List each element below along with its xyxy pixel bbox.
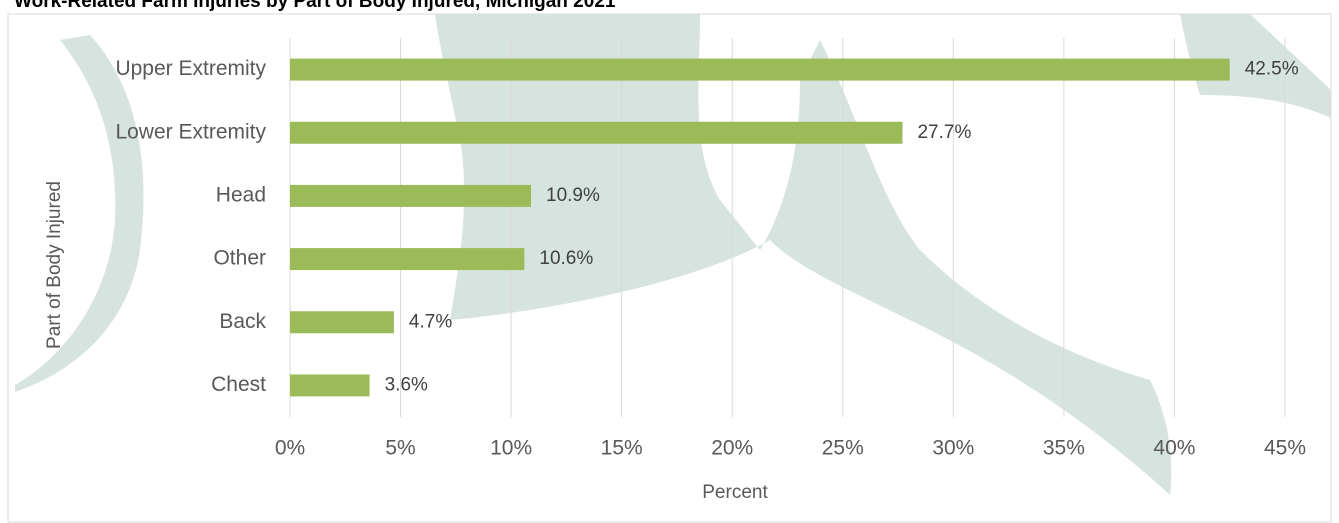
x-tick-label: 25% [822, 437, 864, 460]
x-tick-label: 30% [932, 437, 974, 460]
chart-title: Work-Related Farm Injuries by Part of Bo… [14, 0, 616, 12]
x-tick-label: 5% [385, 437, 415, 460]
x-tick-label: 10% [490, 437, 532, 460]
bar [290, 311, 394, 333]
y-tick-label: Other [213, 247, 266, 270]
y-tick-label: Lower Extremity [115, 120, 266, 143]
bar [290, 59, 1230, 81]
y-tick-label: Head [216, 183, 266, 206]
x-axis-label: Percent [702, 482, 768, 503]
bar [290, 122, 902, 144]
value-label: 3.6% [385, 374, 428, 395]
value-label: 10.6% [539, 248, 593, 269]
y-tick-label: Back [219, 310, 266, 333]
x-tick-label: 45% [1264, 437, 1306, 460]
value-label: 4.7% [409, 311, 452, 332]
y-axis-label: Part of Body Injured [44, 181, 65, 349]
chart: Work-Related Farm Injuries by Part of Bo… [0, 0, 1339, 523]
x-tick-label: 0% [275, 437, 305, 460]
y-tick-label: Chest [211, 373, 266, 396]
bar [290, 374, 370, 396]
x-tick-label: 35% [1043, 437, 1085, 460]
x-tick-label: 15% [601, 437, 643, 460]
value-label: 10.9% [546, 185, 600, 206]
value-label: 27.7% [917, 122, 971, 143]
bar [290, 248, 524, 270]
bar [290, 185, 531, 207]
value-label: 42.5% [1245, 59, 1299, 80]
y-tick-label: Upper Extremity [115, 57, 266, 80]
x-tick-label: 40% [1153, 437, 1195, 460]
x-tick-label: 20% [711, 437, 753, 460]
